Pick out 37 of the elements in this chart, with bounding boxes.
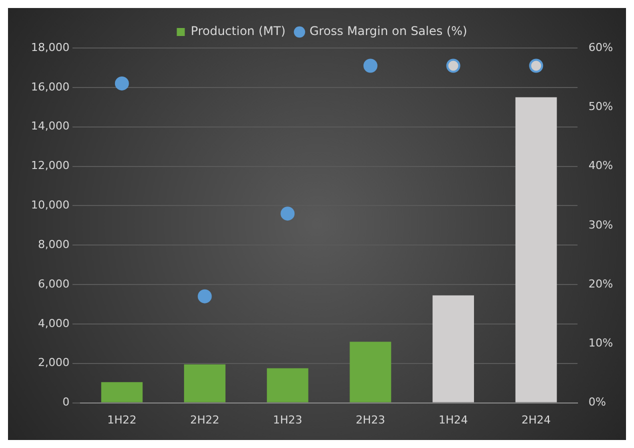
y-tick-label: 8,000 <box>38 238 70 251</box>
y-tick-label: 6,000 <box>38 277 70 290</box>
legend-label: Gross Margin on Sales (%) <box>309 24 468 38</box>
y-tick-label: 12,000 <box>30 159 70 172</box>
bar <box>184 364 226 402</box>
point <box>529 58 544 73</box>
y-tick-label: 4,000 <box>38 316 70 330</box>
point <box>446 58 460 73</box>
point <box>198 289 212 304</box>
legend-label: Production (MT) <box>190 24 286 38</box>
y2-tick-label: 30% <box>588 218 614 232</box>
bar <box>432 295 474 402</box>
y-tick-label: 2,000 <box>38 356 70 370</box>
y2-tick-label: 0% <box>588 396 606 409</box>
y2-tick-label: 60% <box>588 40 614 54</box>
point <box>363 58 378 73</box>
x-tick-label: 1H22 <box>107 413 137 426</box>
x-tick-label: 1H24 <box>438 413 468 426</box>
y-tick-label: 18,000 <box>30 40 70 54</box>
y-tick-label: 14,000 <box>30 120 70 133</box>
y2-tick-label: 50% <box>588 100 614 113</box>
x-tick-label: 1H23 <box>272 413 302 426</box>
y2-tick-label: 10% <box>588 336 614 350</box>
y-tick-label: 16,000 <box>30 80 70 94</box>
bar <box>101 382 143 402</box>
y2-tick-label: 40% <box>588 159 614 172</box>
bar <box>350 342 392 402</box>
x-tick-label: 2H22 <box>190 413 220 426</box>
y-tick-label: 0 <box>62 396 70 409</box>
point <box>280 206 295 221</box>
y-tick-label: 10,000 <box>30 198 70 212</box>
y2-tick-label: 20% <box>588 277 614 290</box>
point <box>114 76 129 90</box>
bar <box>266 368 308 402</box>
x-tick-label: 2H23 <box>356 413 386 426</box>
bar <box>515 97 557 402</box>
x-tick-label: 2H24 <box>521 413 551 426</box>
